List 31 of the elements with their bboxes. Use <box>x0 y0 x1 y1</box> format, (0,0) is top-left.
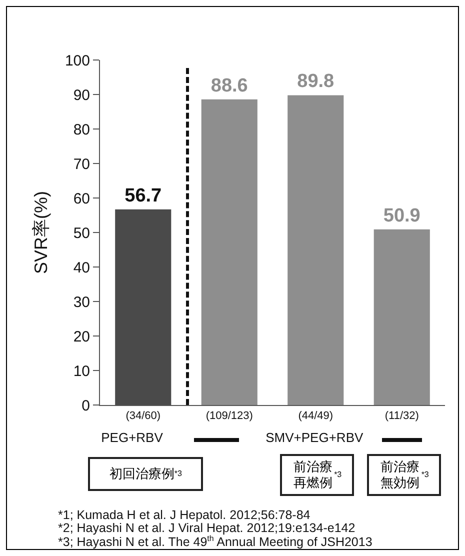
data-label: 50.9 <box>383 205 420 226</box>
x-tick-label: (109/123) <box>206 410 253 422</box>
y-tick-label: 100 <box>64 52 90 70</box>
y-axis-title: SVR率(%) <box>31 190 52 274</box>
y-tick-label: 30 <box>73 294 90 311</box>
text: 初回治療例$^{*3}$ <box>88 457 204 491</box>
text: *2; Hayashi N et al. J Viral Hepat. 2012;19:e134-e142 <box>58 521 356 535</box>
y-tick-label: 40 <box>73 259 90 276</box>
data-label: 88.6 <box>210 75 248 96</box>
y-tick-label: 90 <box>73 86 90 104</box>
x-tick-label: (11/32) <box>384 410 419 422</box>
x-tick-label: (44/49) <box>298 410 334 422</box>
bar <box>374 229 430 405</box>
text: *1; Kumada H et al. J Hepatol. 2012;56:78-84 <box>58 508 310 522</box>
x-tick-label: (34/60) <box>126 410 161 422</box>
y-tick-label: 70 <box>73 156 90 173</box>
text: *3; Hayashi N et al. The 49$^{th}$ Annual Meeting of JSH2013 <box>58 534 372 550</box>
bar <box>288 95 344 405</box>
y-tick-label: 80 <box>73 121 90 138</box>
y-tick-label: 10 <box>73 362 90 380</box>
data-label: 89.8 <box>297 71 334 92</box>
y-tick-label: 60 <box>73 190 90 208</box>
text: 前治療無効例$^{*3}$ <box>366 454 441 496</box>
data-label: 56.7 <box>124 185 162 206</box>
y-tick-label: 20 <box>73 328 90 346</box>
text: PEG+RBV <box>101 430 163 445</box>
text: SMV+PEG+RBV <box>266 430 364 445</box>
y-tick-label: 0 <box>82 397 90 414</box>
text: 前治療再燃例$^{*3}$ <box>280 454 354 496</box>
bar <box>201 99 258 405</box>
y-tick-label: 50 <box>73 224 90 242</box>
